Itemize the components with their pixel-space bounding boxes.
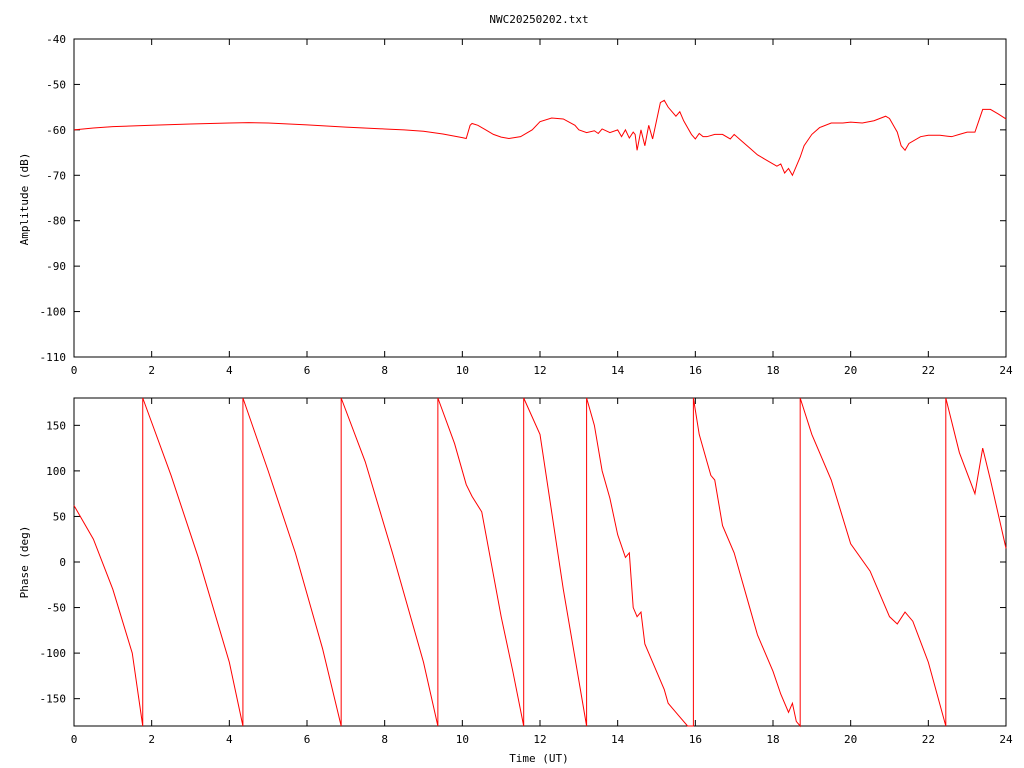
phase-xtick-label: 18 xyxy=(766,733,779,746)
amplitude-xtick-label: 12 xyxy=(533,364,546,377)
phase-ytick-label: 100 xyxy=(46,465,66,478)
amplitude-xtick-label: 4 xyxy=(226,364,233,377)
phase-ytick-label: -100 xyxy=(40,647,67,660)
amplitude-ytick-label: -100 xyxy=(40,306,67,319)
amplitude-xtick-label: 24 xyxy=(999,364,1013,377)
amplitude-xtick-label: 10 xyxy=(456,364,469,377)
amplitude-xtick-label: 8 xyxy=(381,364,388,377)
phase-xtick-label: 20 xyxy=(844,733,857,746)
amplitude-tick-group: 0 2 4 6 8 10 12 14 16 18 20 22 24-40-50-60-70-80-90-… xyxy=(40,33,1013,377)
amplitude-xtick-label: 18 xyxy=(766,364,779,377)
phase-xtick-label: 14 xyxy=(611,733,625,746)
amplitude-xtick-label: 16 xyxy=(689,364,702,377)
phase-xtick-label: 2 xyxy=(148,733,155,746)
amplitude-xtick-label: 14 xyxy=(611,364,625,377)
phase-ylabel: Phase (deg) xyxy=(18,526,31,599)
phase-xtick-label: 12 xyxy=(533,733,546,746)
phase-tick-group: 0 2 4 6 8 10 12 14 16 18 20 22 24150100500-50-100-15… xyxy=(40,398,1013,746)
chart-title: NWC20250202.txt xyxy=(489,13,588,26)
amplitude-ytick-label: -50 xyxy=(46,78,66,91)
phase-ytick-label: 0 xyxy=(59,556,66,569)
amplitude-ytick-label: -90 xyxy=(46,260,66,273)
phase-series-line xyxy=(73,397,1007,728)
phase-xtick-label: 16 xyxy=(689,733,702,746)
phase-panel: 0 2 4 6 8 10 12 14 16 18 20 22 24150100500-50-100-15… xyxy=(18,397,1013,765)
phase-xtick-label: 6 xyxy=(304,733,311,746)
amplitude-ytick-label: -60 xyxy=(46,124,66,137)
amplitude-ytick-label: -70 xyxy=(46,169,66,182)
phase-xtick-label: 10 xyxy=(456,733,469,746)
phase-plot-frame xyxy=(73,397,1007,727)
phase-xtick-label: 4 xyxy=(226,733,233,746)
amplitude-panel: 0 2 4 6 8 10 12 14 16 18 20 22 24-40-50-60-70-80-90-… xyxy=(18,33,1013,377)
phase-ytick-label: 150 xyxy=(46,419,66,432)
phase-ytick-label: 50 xyxy=(53,510,66,523)
amplitude-series-line xyxy=(73,99,1007,177)
amplitude-ytick-label: -80 xyxy=(46,215,66,228)
amplitude-xtick-label: 0 xyxy=(71,364,78,377)
phase-xtick-label: 24 xyxy=(999,733,1013,746)
amplitude-xtick-label: 20 xyxy=(844,364,857,377)
phase-series-group xyxy=(73,397,1007,728)
phase-xtick-label: 22 xyxy=(922,733,935,746)
amplitude-series-group xyxy=(73,99,1007,177)
amplitude-ylabel: Amplitude (dB) xyxy=(18,153,31,246)
phase-xtick-label: 0 xyxy=(71,733,78,746)
amplitude-xtick-label: 2 xyxy=(148,364,155,377)
phase-xtick-label: 8 xyxy=(381,733,388,746)
amplitude-plot-frame xyxy=(73,38,1007,358)
phase-xlabel: Time (UT) xyxy=(509,752,569,765)
amplitude-ytick-label: -40 xyxy=(46,33,66,46)
amplitude-ytick-label: -110 xyxy=(40,351,67,364)
amplitude-xtick-label: 22 xyxy=(922,364,935,377)
amplitude-xtick-label: 6 xyxy=(304,364,311,377)
phase-ytick-label: -150 xyxy=(40,693,67,706)
phase-ytick-label: -50 xyxy=(46,602,66,615)
